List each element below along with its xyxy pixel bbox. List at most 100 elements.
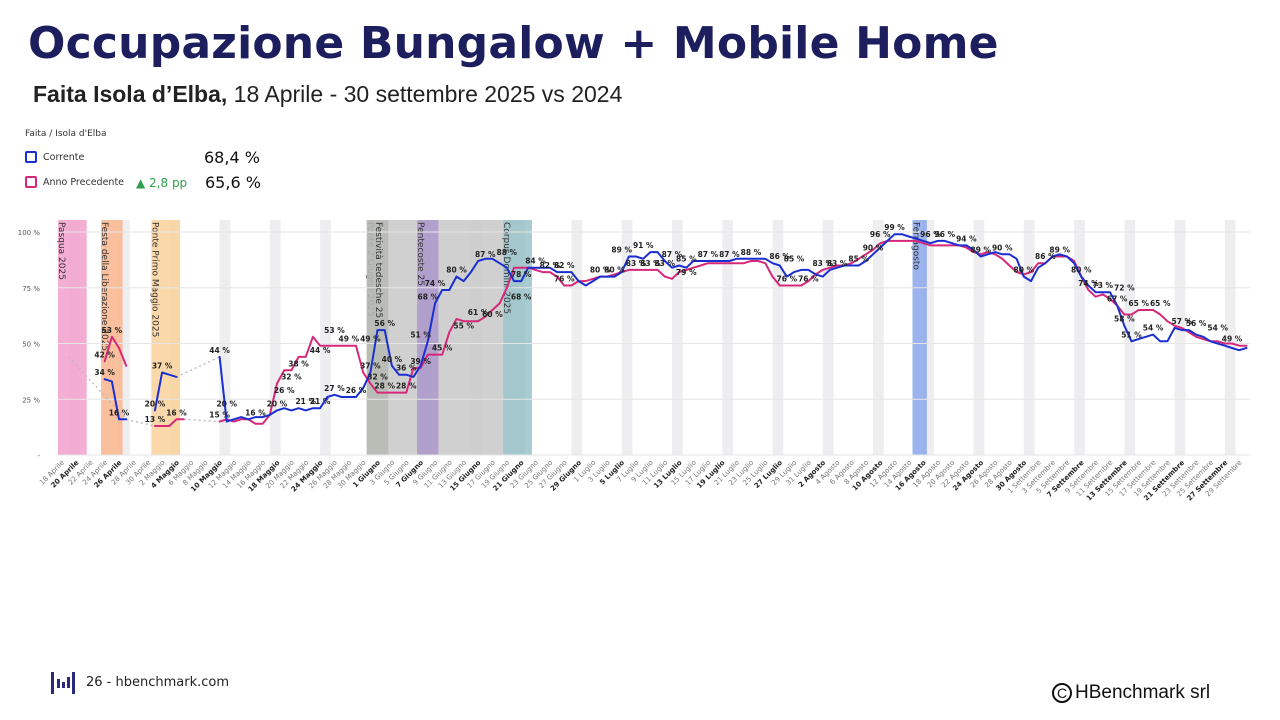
data-label: 88 %: [741, 248, 762, 257]
legend-label-current: Corrente: [43, 151, 85, 163]
data-label: 49 %: [339, 335, 360, 344]
weekend-band: [571, 220, 583, 455]
legend-swatch-previous: [25, 176, 37, 188]
data-label: 54 %: [1207, 324, 1228, 333]
data-label: 78 %: [511, 270, 532, 279]
weekend-band: [722, 220, 733, 455]
data-label: 13 %: [145, 415, 166, 424]
event-band: [912, 220, 927, 455]
data-label: 86 %: [769, 252, 790, 261]
legend-title: Faita / Isola d'Elba: [25, 129, 107, 139]
data-label: 79 %: [676, 268, 697, 277]
data-label: 20 %: [267, 399, 288, 408]
data-label: 80 %: [1071, 266, 1092, 275]
y-tick-label: 75 %: [22, 285, 40, 293]
data-label: 68 %: [511, 292, 532, 301]
data-label: 84 %: [525, 257, 546, 266]
weekend-band: [873, 220, 884, 455]
data-label: 87 %: [719, 250, 740, 259]
data-label: 36 %: [396, 364, 417, 373]
data-label: 76 %: [777, 275, 798, 284]
data-label: 16 %: [166, 408, 187, 417]
data-label: 26 %: [346, 386, 367, 395]
data-label: 37 %: [152, 361, 173, 370]
series-lines: [103, 233, 1248, 427]
weekend-band: [671, 220, 683, 455]
event-band: [151, 220, 181, 455]
data-label: 76 %: [798, 275, 819, 284]
event-bands: Pasqua 2025 Festa della Liberazione 2025 P…: [56, 220, 927, 455]
data-label: 90 %: [863, 243, 884, 252]
data-label: 53 %: [324, 326, 345, 335]
data-label: 86 %: [1035, 252, 1056, 261]
data-label: 89 %: [611, 246, 632, 255]
data-label: 90 %: [992, 243, 1013, 252]
data-label: 51 %: [410, 330, 431, 339]
data-label: 15 %: [209, 411, 230, 420]
data-label: 74 %: [425, 279, 446, 288]
gap-connector: [176, 356, 220, 378]
weekend-band: [1023, 220, 1035, 455]
event-band-label: Ferragosto: [911, 222, 921, 270]
legend-item-previous[interactable]: Anno Precedente: [25, 174, 124, 190]
data-label: 74 %: [1078, 279, 1099, 288]
data-label: 80 %: [1014, 266, 1035, 275]
data-label: 40 %: [382, 355, 403, 364]
y-tick-label: 50 %: [22, 341, 40, 349]
weekend-band: [772, 220, 784, 455]
data-label: 45 %: [432, 344, 453, 353]
data-label: 82 %: [540, 261, 561, 270]
weekend-band: [1074, 220, 1085, 455]
data-label: 65 %: [1128, 299, 1149, 308]
weekend-band: [822, 220, 834, 455]
event-band-label: Pasqua 2025: [56, 222, 66, 280]
y-axis: 100 % 75 % 50 % 25 % -: [18, 229, 41, 460]
data-label: 94 %: [956, 234, 977, 243]
data-label: 87 %: [475, 250, 496, 259]
data-label: 37 %: [360, 361, 381, 370]
legend-item-current[interactable]: Corrente: [25, 149, 84, 165]
data-label: 83 %: [626, 259, 647, 268]
event-band-label: Festa della Liberazione 2025: [99, 222, 109, 351]
data-label: 73 %: [1093, 281, 1114, 290]
data-label: 83 %: [827, 259, 848, 268]
gap-connector: [183, 418, 220, 423]
data-label: 42 %: [94, 350, 115, 359]
y-tick-label: -: [37, 452, 40, 460]
event-band: [58, 220, 87, 455]
series-line-current: [103, 378, 128, 421]
data-label: 91 %: [633, 241, 654, 250]
data-label: 44 %: [209, 346, 230, 355]
data-label: 49 %: [360, 335, 381, 344]
data-label: 72 %: [1114, 283, 1135, 292]
data-label: 20 %: [145, 399, 166, 408]
weekend-band: [1224, 220, 1236, 455]
legend-swatch-current: [25, 151, 37, 163]
data-label: 80 %: [590, 266, 611, 275]
data-label: 51 %: [1121, 330, 1142, 339]
legend-value-current: 68,4 %: [204, 148, 260, 167]
data-label: 54 %: [1143, 324, 1164, 333]
grid-lines: [58, 231, 1250, 456]
data-label: 80 %: [446, 266, 467, 275]
data-label: 34 %: [94, 368, 115, 377]
weekend-band: [320, 220, 331, 455]
data-label: 76 %: [554, 275, 575, 284]
data-label: 85 %: [848, 254, 869, 263]
copyright-symbol: C: [1052, 682, 1072, 703]
subtitle-location: Faita Isola d’Elba,: [33, 81, 228, 107]
data-label: 58 %: [1114, 315, 1135, 324]
data-label: 68 %: [418, 292, 439, 301]
data-label: 28 %: [374, 382, 395, 391]
series-line-previous: [153, 418, 185, 427]
data-label: 83 %: [812, 259, 833, 268]
copyright: C HBenchmark srl: [1052, 682, 1210, 704]
weekend-band: [269, 220, 281, 455]
data-label: 87 %: [698, 250, 719, 259]
data-label: 28 %: [396, 382, 417, 391]
data-label: 55 %: [453, 321, 474, 330]
data-label: 96 %: [935, 230, 956, 239]
subtitle-period: 18 Aprile - 30 settembre 2025 vs 2024: [227, 81, 623, 107]
weekend-band: [1174, 220, 1186, 455]
